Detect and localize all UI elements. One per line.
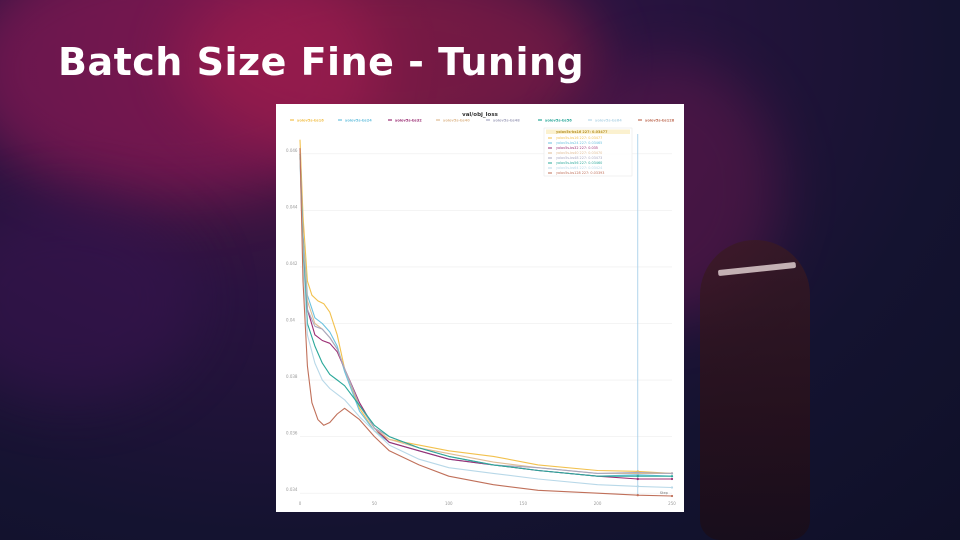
series-line (299, 148, 672, 474)
hover-step-label: Step (660, 491, 669, 495)
tooltip: yolov5s-bs16 227: 0.03477 yolov5s-bs16 22… (543, 127, 633, 177)
end-dot (670, 475, 674, 478)
x-tick-label: 200 (594, 501, 602, 506)
series-line (299, 153, 673, 477)
hover-dot (636, 493, 639, 497)
series-line (299, 139, 673, 474)
legend-item: yolov5s-bs24 (345, 119, 372, 123)
tooltip-row: yolov5s-bs128 227: 0.03393 (556, 171, 604, 175)
y-tick-label: 0.042 (286, 261, 298, 266)
y-tick-label: 0.04 (286, 317, 295, 322)
tooltip-row: yolov5s-bs24 227: 0.03465 (556, 141, 602, 145)
y-tick-label: 0.038 (286, 374, 298, 379)
y-tick-label: 0.046 (286, 148, 298, 153)
tooltip-header: yolov5s-bs16 227: 0.03477 (556, 130, 608, 134)
loss-chart[interactable]: val/obj_loss yolov5s-bs16 yolov5s-bs24 yol… (276, 104, 684, 512)
series-line (299, 148, 673, 497)
hover-dot (636, 475, 639, 478)
chart-legend: yolov5s-bs16 yolov5s-bs24 yolov5s-bs32 yolo… (290, 119, 675, 123)
smoke-decoration (0, 200, 200, 400)
hover-dot (636, 471, 639, 474)
end-dot (670, 486, 674, 489)
series-line (299, 159, 673, 474)
legend-item: yolov5s-bs48 (493, 119, 520, 123)
series-lines (299, 139, 673, 497)
tooltip-row: yolov5s-bs40 227: 0.03470 (556, 151, 602, 155)
x-tick-label: 250 (668, 501, 676, 506)
y-axis-ticks: 0.034 0.036 0.038 0.04 0.042 0.044 0.046 (286, 148, 298, 492)
series-line (299, 153, 672, 480)
end-dot (670, 477, 674, 481)
tooltip-row: yolov5s-bs48 227: 0.03473 (556, 156, 602, 160)
chart-title: val/obj_loss (462, 112, 498, 118)
chart-grid (300, 153, 672, 494)
x-tick-label: 0 (299, 501, 302, 506)
hover-indicator: Step (636, 134, 674, 498)
legend-item: yolov5s-bs32 (395, 119, 422, 123)
y-tick-label: 0.036 (286, 431, 298, 436)
hand-silhouette (700, 240, 810, 540)
x-tick-label: 100 (445, 501, 453, 506)
legend-item: yolov5s-bs128 (645, 119, 675, 123)
end-dot (670, 472, 674, 475)
series-line (299, 153, 672, 477)
tooltip-row: yolov5s-bs16 227: 0.03477 (556, 136, 602, 140)
tooltip-box (543, 127, 633, 177)
x-axis-ticks: 0 50 100 150 200 250 (299, 501, 677, 506)
end-dot (670, 494, 674, 498)
tooltip-row: yolov5s-bs32 227: 0.035 (556, 146, 598, 150)
x-tick-label: 50 (372, 501, 378, 506)
tooltip-header-bg (546, 129, 630, 134)
legend-item: yolov5s-bs64 (595, 119, 622, 123)
legend-item: yolov5s-bs16 (297, 119, 324, 123)
x-tick-label: 150 (519, 501, 527, 506)
y-tick-label: 0.034 (286, 487, 298, 492)
tooltip-row: yolov5s-bs64 227: 0.03424 (556, 166, 602, 170)
tooltip-row: yolov5s-bs56 227: 0.03460 (556, 161, 602, 165)
y-tick-label: 0.044 (286, 204, 298, 209)
hover-dot (636, 485, 639, 488)
hover-dot (636, 477, 639, 481)
legend-item: yolov5s-bs40 (443, 119, 470, 123)
legend-item: yolov5s-bs56 (545, 119, 572, 123)
series-line (299, 159, 673, 489)
chart-card: val/obj_loss yolov5s-bs16 yolov5s-bs24 yol… (276, 104, 684, 512)
slide-title: Batch Size Fine - Tuning (58, 40, 585, 84)
